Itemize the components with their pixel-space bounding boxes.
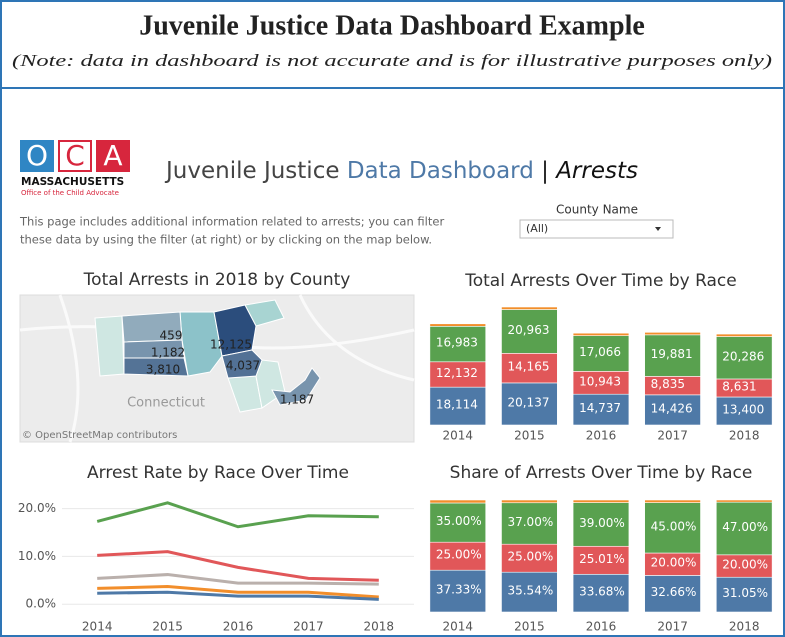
description-line: This page includes additional informatio… — [19, 215, 444, 229]
title-page: Arrests — [554, 158, 638, 184]
county-label: 1,182 — [151, 346, 185, 360]
bar-label: 47.00% — [722, 520, 768, 534]
x-tick-label: 2015 — [152, 620, 183, 634]
y-tick-label: 20.0% — [18, 501, 56, 515]
bar-label: 45.00% — [651, 519, 697, 533]
bar-label: 32.66% — [651, 585, 697, 599]
county-label: 459 — [160, 329, 183, 343]
line — [97, 503, 379, 527]
place-label: Connecticut — [127, 396, 205, 411]
x-tick-label: 2018 — [729, 620, 760, 634]
bar-label: 14,426 — [651, 401, 693, 415]
county-label: 3,810 — [146, 363, 180, 377]
bar-label: 8,835 — [651, 377, 685, 391]
logo-letter: O — [26, 139, 48, 172]
bar-segment — [573, 333, 629, 336]
x-tick-label: 2015 — [514, 429, 545, 443]
x-tick-label: 2018 — [364, 620, 395, 634]
bar-label: 20,286 — [722, 349, 764, 363]
x-tick-label: 2016 — [586, 620, 617, 634]
logo-office: Office of the Child Advocate — [21, 189, 119, 197]
y-tick-label: 0.0% — [26, 597, 57, 611]
bar-label: 25.01% — [579, 552, 625, 566]
county-label: 4,037 — [226, 359, 260, 373]
bar-label: 39.00% — [579, 516, 625, 530]
title-prefix: Juvenile Justice — [164, 158, 340, 184]
bar-label: 31.05% — [722, 586, 768, 600]
bar-segment — [645, 332, 701, 335]
county-label: 1,187 — [280, 393, 314, 407]
logo-letter: A — [103, 139, 122, 172]
county[interactable] — [95, 316, 124, 376]
page-title: Juvenile Justice Data Dashboard Example — [139, 10, 645, 41]
x-tick-label: 2014 — [443, 429, 474, 443]
logo-letter: C — [65, 139, 85, 172]
bar-segment — [501, 500, 557, 503]
bar-label: 17,066 — [579, 345, 621, 359]
bar-label: 14,737 — [579, 401, 621, 415]
filter-label: County Name — [556, 203, 638, 217]
y-tick-label: 10.0% — [18, 549, 56, 563]
x-tick-label: 2018 — [729, 429, 760, 443]
chart-title: Arrest Rate by Race Over Time — [87, 463, 349, 483]
dashboard-title: Juvenile Justice Data Dashboard | Arrest… — [164, 158, 638, 184]
chart-title: Total Arrests Over Time by Race — [464, 271, 737, 291]
dashboard: Juvenile Justice Data Dashboard Example … — [0, 0, 785, 637]
bar-label: 25.00% — [436, 548, 482, 562]
bar-label: 16,983 — [436, 336, 478, 350]
description-line: these data by using the filter (at right… — [20, 233, 432, 247]
bar-label: 35.54% — [507, 584, 553, 598]
bar-segment — [573, 500, 629, 503]
bar-segment — [716, 500, 772, 502]
bar-segment — [430, 324, 486, 327]
bar-label: 37.00% — [507, 515, 553, 529]
bar-label: 35.00% — [436, 514, 482, 528]
x-tick-label: 2017 — [657, 429, 688, 443]
bar-segment — [716, 334, 772, 337]
map-attribution: © OpenStreetMap contributors — [22, 430, 177, 441]
bar-label: 20,137 — [507, 395, 549, 409]
bar-label: 19,881 — [651, 347, 693, 361]
county-label: 12,125 — [210, 338, 252, 352]
bar-label: 12,132 — [436, 366, 478, 380]
bar-label: 33.68% — [579, 585, 625, 599]
bar-label: 13,400 — [722, 402, 764, 416]
x-tick-label: 2017 — [293, 620, 324, 634]
bar-label: 14,165 — [507, 360, 549, 374]
x-tick-label: 2016 — [223, 620, 254, 634]
title-highlight: Data Dashboard — [347, 158, 534, 184]
bar-label: 25.00% — [507, 550, 553, 564]
bar-segment — [430, 500, 486, 503]
bar-label: 10,943 — [579, 374, 621, 388]
x-tick-label: 2014 — [82, 620, 113, 634]
bar-label: 8,631 — [722, 379, 756, 393]
title-separator: | — [541, 158, 549, 184]
bar-label: 20.00% — [722, 558, 768, 572]
bar-segment — [501, 307, 557, 310]
logo-state: MASSACHUSETTS — [21, 176, 124, 188]
chart-title: Total Arrests in 2018 by County — [83, 270, 351, 290]
bar-label: 37.33% — [436, 583, 482, 597]
chart-title: Share of Arrests Over Time by Race — [450, 463, 753, 483]
x-tick-label: 2017 — [657, 620, 688, 634]
x-tick-label: 2014 — [443, 620, 474, 634]
x-tick-label: 2015 — [514, 620, 545, 634]
bar-label: 18,114 — [436, 398, 478, 412]
bar-label: 20.00% — [651, 556, 697, 570]
page-note: (Note: data in dashboard is not accurate… — [12, 51, 772, 70]
bar-label: 20,963 — [507, 323, 549, 337]
filter-value: (All) — [526, 222, 548, 235]
bar-segment — [645, 500, 701, 503]
x-tick-label: 2016 — [586, 429, 617, 443]
page: Juvenile Justice Data Dashboard Example … — [0, 0, 785, 637]
